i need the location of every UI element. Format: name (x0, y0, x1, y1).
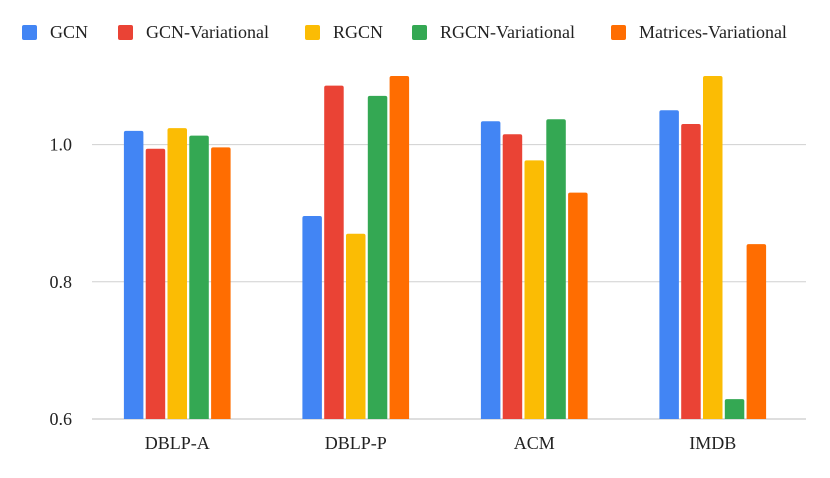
bar-rgcn-dblp-a (167, 128, 187, 420)
legend-item: RGCN (305, 22, 383, 42)
bar-gcn-imdb (659, 110, 679, 420)
legend-swatch (305, 25, 320, 40)
x-tick-label: ACM (514, 433, 555, 453)
bar-matrices-variational-acm (568, 192, 588, 419)
bar-rgcn-variational-imdb (724, 399, 745, 419)
legend-label: GCN (50, 22, 88, 42)
x-tick-label: DBLP-P (325, 433, 387, 453)
bar-gcn-dblp-p (302, 215, 322, 419)
legend-item: GCN (22, 22, 88, 42)
legend: GCN GCN-Variational RGCN RGCN-Variational Ma… (22, 22, 787, 42)
bars (123, 76, 767, 420)
bar-rgcn-variational-dblp-a (189, 135, 209, 419)
legend-swatch (412, 25, 427, 40)
x-tick-label: IMDB (689, 433, 736, 453)
legend-label: RGCN (333, 22, 383, 42)
y-tick-label: 1.0 (50, 135, 73, 155)
legend-item: Matrices-Variational (611, 22, 787, 42)
legend-label: GCN-Variational (146, 22, 269, 42)
legend-swatch (22, 25, 37, 40)
y-tick-label: 0.8 (50, 272, 73, 292)
legend-swatch (118, 25, 133, 40)
bar-rgcn-dblp-p (346, 233, 366, 419)
bar-gcn-variational-imdb (681, 124, 701, 420)
bar-rgcn-variational-dblp-p (367, 95, 388, 420)
bar-matrices-variational-dblp-a (211, 147, 231, 419)
x-tick-label: DBLP-A (145, 433, 210, 453)
legend-swatch (611, 25, 626, 40)
legend-label: RGCN-Variational (440, 22, 575, 42)
axes: 0.6 0.8 1.0 DBLP-A DBLP-P ACM IMDB (50, 135, 737, 453)
bar-gcn-variational-dblp-a (145, 148, 166, 419)
y-tick-label: 0.6 (50, 409, 73, 429)
legend-item: GCN-Variational (118, 22, 269, 42)
bar-matrices-variational-imdb (746, 244, 767, 419)
bar-gcn-variational-acm (502, 134, 523, 419)
bar-gcn-variational-dblp-p (324, 85, 344, 419)
bar-rgcn-imdb (703, 76, 723, 419)
legend-item: RGCN-Variational (412, 22, 575, 42)
bar-gcn-dblp-a (123, 130, 144, 419)
bar-matrices-variational-dblp-p (389, 76, 410, 419)
bar-gcn-acm (480, 121, 501, 419)
legend-label: Matrices-Variational (639, 22, 787, 42)
bar-rgcn-acm (524, 160, 544, 420)
bar-rgcn-variational-acm (546, 119, 566, 419)
